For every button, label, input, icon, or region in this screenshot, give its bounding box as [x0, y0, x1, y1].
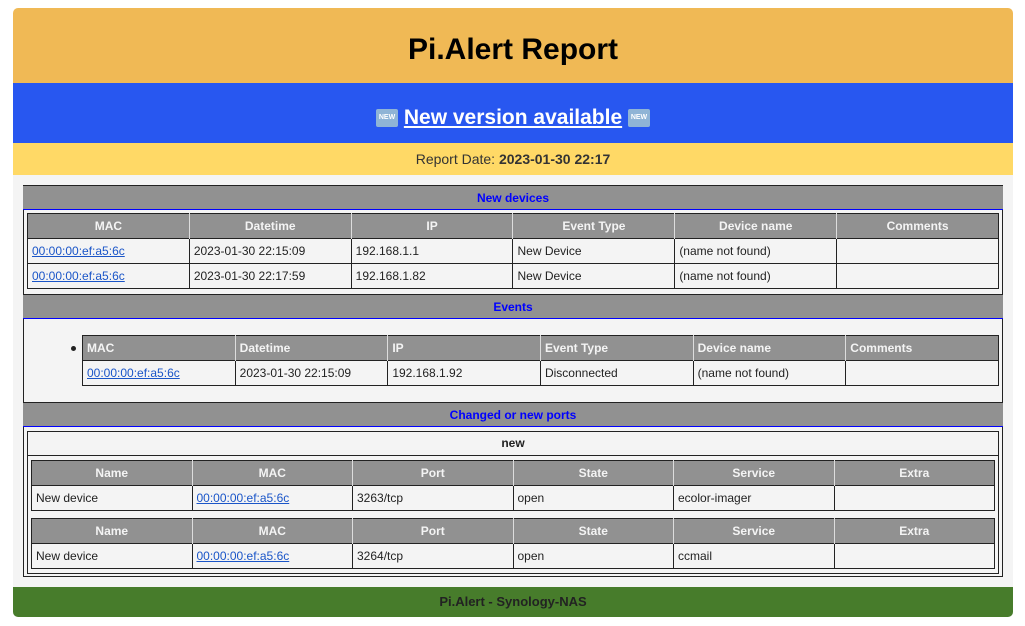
column-header: Extra — [834, 460, 995, 486]
section-new-devices: New devices — [23, 185, 1003, 210]
column-header: Name — [31, 518, 193, 544]
mac-link[interactable]: 00:00:00:ef:a5:6c — [32, 269, 125, 283]
table-cell: 3264/tcp — [352, 543, 514, 569]
table-header-row: Name MAC Port State Service Extra — [31, 460, 995, 486]
table-cell — [834, 485, 995, 511]
column-header: Datetime — [189, 213, 352, 239]
column-header: IP — [387, 335, 541, 361]
table-row: New device 00:00:00:ef:a5:6c 3264/tcp open c… — [31, 543, 995, 569]
events-table: MAC Datetime IP Event Type Device name Commen… — [82, 335, 999, 386]
table-cell — [836, 263, 999, 289]
table-cell: (name not found) — [693, 360, 847, 386]
table-cell: 192.168.1.82 — [351, 263, 514, 289]
table-cell: 00:00:00:ef:a5:6c — [27, 238, 190, 264]
column-header: Comments — [836, 213, 999, 239]
table-cell: 3263/tcp — [352, 485, 514, 511]
table-cell — [845, 360, 999, 386]
column-header: IP — [351, 213, 514, 239]
column-header: Service — [673, 460, 835, 486]
new-version-banner: NEW New version available NEW — [13, 83, 1013, 143]
mac-link[interactable]: 00:00:00:ef:a5:6c — [196, 549, 290, 563]
column-header: MAC — [27, 213, 190, 239]
new-emoji-icon: NEW — [376, 109, 399, 128]
table-header-row: Name MAC Port State Service Extra — [31, 518, 995, 544]
ports-table: Name MAC Port State Service Extra New device 00… — [31, 518, 995, 569]
table-header-row: MAC Datetime IP Event Type Device name Commen… — [82, 335, 999, 361]
table-row: 00:00:00:ef:a5:6c 2023-01-30 22:17:59 192.… — [27, 263, 999, 289]
table-cell: New device — [31, 543, 193, 569]
table-cell: 2023-01-30 22:15:09 — [189, 238, 352, 264]
new-version-link[interactable]: New version available — [403, 106, 623, 129]
mac-link[interactable]: 00:00:00:ef:a5:6c — [87, 366, 180, 380]
ports-group-label: new — [27, 431, 999, 456]
column-header: Datetime — [235, 335, 389, 361]
column-header: MAC — [192, 460, 353, 486]
column-header: Device name — [693, 335, 847, 361]
table-cell — [834, 543, 995, 569]
report-date: Report Date: 2023-01-30 22:17 — [13, 143, 1013, 175]
table-cell: 2023-01-30 22:15:09 — [235, 360, 389, 386]
table-cell: New Device — [512, 238, 676, 264]
list-bullet — [71, 346, 76, 351]
column-header: Port — [352, 460, 514, 486]
page-title: Pi.Alert Report — [13, 8, 1013, 83]
table-cell: 00:00:00:ef:a5:6c — [192, 543, 353, 569]
table-cell: open — [513, 485, 674, 511]
table-cell: open — [513, 543, 674, 569]
table-header-row: MAC Datetime IP Event Type Device name Commen… — [27, 213, 999, 239]
table-row: 00:00:00:ef:a5:6c 2023-01-30 22:15:09 192.… — [27, 238, 999, 264]
report-date-value: 2023-01-30 22:17 — [498, 151, 611, 167]
report-date-label: Report Date: — [415, 151, 496, 167]
table-cell: Disconnected — [540, 360, 694, 386]
table-cell: ccmail — [673, 543, 835, 569]
footer: Pi.Alert - Synology-NAS — [13, 587, 1013, 617]
table-cell: 00:00:00:ef:a5:6c — [27, 263, 190, 289]
table-cell: 00:00:00:ef:a5:6c — [192, 485, 353, 511]
mac-link[interactable]: 00:00:00:ef:a5:6c — [196, 491, 290, 505]
table-cell: (name not found) — [674, 263, 838, 289]
column-header: Extra — [834, 518, 995, 544]
column-header: Event Type — [512, 213, 676, 239]
table-cell: 192.168.1.92 — [387, 360, 541, 386]
table-cell: 00:00:00:ef:a5:6c — [82, 360, 236, 386]
table-cell — [836, 238, 999, 264]
column-header: Comments — [845, 335, 999, 361]
table-row: New device 00:00:00:ef:a5:6c 3263/tcp open e… — [31, 485, 995, 511]
column-header: Device name — [674, 213, 838, 239]
table-cell: 192.168.1.1 — [351, 238, 514, 264]
column-header: MAC — [82, 335, 236, 361]
column-header: Name — [31, 460, 193, 486]
section-ports: Changed or new ports — [23, 402, 1003, 427]
column-header: Event Type — [540, 335, 694, 361]
table-cell: New device — [31, 485, 193, 511]
table-cell: New Device — [512, 263, 676, 289]
table-cell: (name not found) — [674, 238, 838, 264]
table-row: 00:00:00:ef:a5:6c 2023-01-30 22:15:09 192.… — [82, 360, 999, 386]
new-emoji-icon: NEW — [627, 109, 650, 128]
mac-link[interactable]: 00:00:00:ef:a5:6c — [32, 244, 125, 258]
ports-table: Name MAC Port State Service Extra New device 00… — [31, 460, 995, 511]
table-cell: ecolor-imager — [673, 485, 835, 511]
column-header: State — [513, 460, 674, 486]
section-events: Events — [23, 294, 1003, 319]
column-header: Port — [352, 518, 514, 544]
column-header: Service — [673, 518, 835, 544]
table-cell: 2023-01-30 22:17:59 — [189, 263, 352, 289]
column-header: MAC — [192, 518, 353, 544]
new-devices-table: MAC Datetime IP Event Type Device name Commen… — [27, 213, 999, 289]
column-header: State — [513, 518, 674, 544]
